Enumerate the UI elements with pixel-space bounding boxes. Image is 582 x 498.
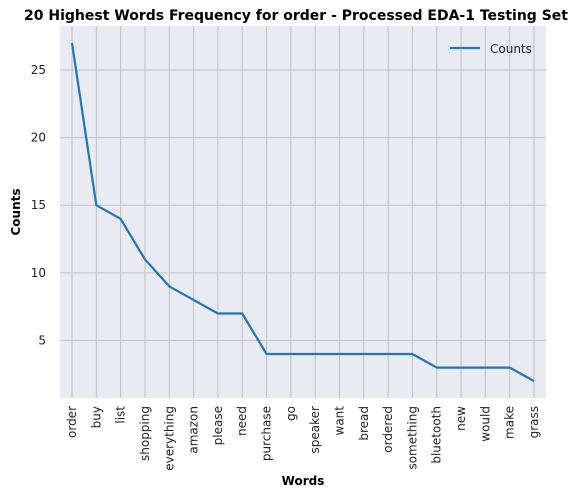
legend-label-counts: Counts bbox=[490, 42, 532, 56]
x-tick-label: bluetooth bbox=[430, 406, 444, 464]
plot-area bbox=[60, 26, 546, 398]
x-tick-label: want bbox=[332, 406, 346, 436]
chart-title: 20 Highest Words Frequency for order - P… bbox=[24, 8, 568, 24]
series-line-counts bbox=[70, 42, 535, 383]
x-tick-label: speaker bbox=[308, 406, 322, 454]
x-tick-label: purchase bbox=[260, 406, 274, 461]
x-tick-label: something bbox=[405, 406, 419, 470]
legend: Counts bbox=[450, 42, 532, 56]
x-tick-label: go bbox=[284, 406, 298, 421]
x-tick-label: need bbox=[235, 406, 249, 436]
y-tick-label: 10 bbox=[31, 266, 46, 280]
grid-lines bbox=[60, 26, 546, 398]
x-tick-label: buy bbox=[89, 406, 103, 428]
x-tick-label: grass bbox=[527, 406, 541, 438]
y-tick-label: 20 bbox=[31, 131, 46, 145]
x-tick-label: new bbox=[454, 406, 468, 431]
y-tick-labels: 5 10 15 20 25 bbox=[31, 63, 46, 348]
x-axis-label: Words bbox=[282, 474, 325, 488]
x-tick-label: amazon bbox=[187, 406, 201, 454]
x-tick-labels: order buy list shopping everything amazon plea… bbox=[65, 406, 541, 471]
x-tick-label: order bbox=[65, 406, 79, 438]
x-tick-label: make bbox=[503, 406, 517, 439]
x-tick-label: ordered bbox=[381, 406, 395, 453]
y-tick-label: 25 bbox=[31, 63, 46, 77]
y-axis-label: Counts bbox=[9, 188, 23, 235]
y-tick-label: 5 bbox=[38, 334, 46, 348]
x-tick-label: shopping bbox=[138, 406, 152, 461]
x-tick-label: would bbox=[478, 406, 492, 442]
x-tick-label: bread bbox=[357, 406, 371, 441]
y-tick-label: 15 bbox=[31, 198, 46, 212]
x-tick-label: list bbox=[114, 406, 128, 424]
x-tick-label: everything bbox=[162, 406, 176, 471]
x-tick-label: please bbox=[211, 406, 225, 445]
